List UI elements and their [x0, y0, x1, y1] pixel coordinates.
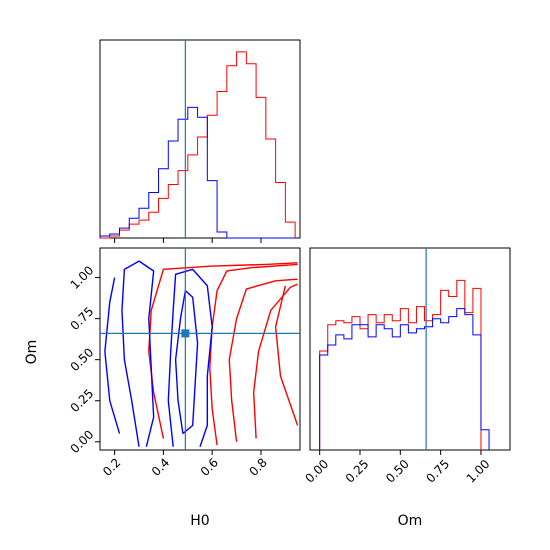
- h0-hist-series-2: [99, 106, 296, 239]
- om-y-axis-label: Om: [24, 340, 40, 365]
- h0-hist-series-1: [100, 51, 296, 239]
- om-hist-series-2: [319, 308, 490, 450]
- h0-marginal-frame: [99, 39, 301, 239]
- om-hist-series-1: [319, 279, 482, 450]
- h0-marginal-panel: [99, 39, 301, 243]
- contour-series-1-level-5: [274, 285, 299, 426]
- contour-series-2-level-2: [174, 289, 199, 435]
- contour-series-2-level-1: [167, 268, 213, 447]
- h0-om-frame: [99, 247, 301, 451]
- contour-series-1-level-1: [209, 263, 298, 446]
- truth-point-marker: [181, 329, 190, 338]
- om-marginal-frame: [309, 247, 511, 451]
- om-x-axis-label: Om: [398, 513, 423, 529]
- contour-series-2-level-4: [104, 277, 121, 434]
- contour-series-1-level-4: [148, 262, 298, 439]
- contour-series-1-level-2: [228, 278, 298, 442]
- h0-axis-label: H0: [190, 513, 209, 529]
- contour-series-1-level-3: [252, 283, 298, 439]
- contour-series-2-level-3: [121, 260, 155, 447]
